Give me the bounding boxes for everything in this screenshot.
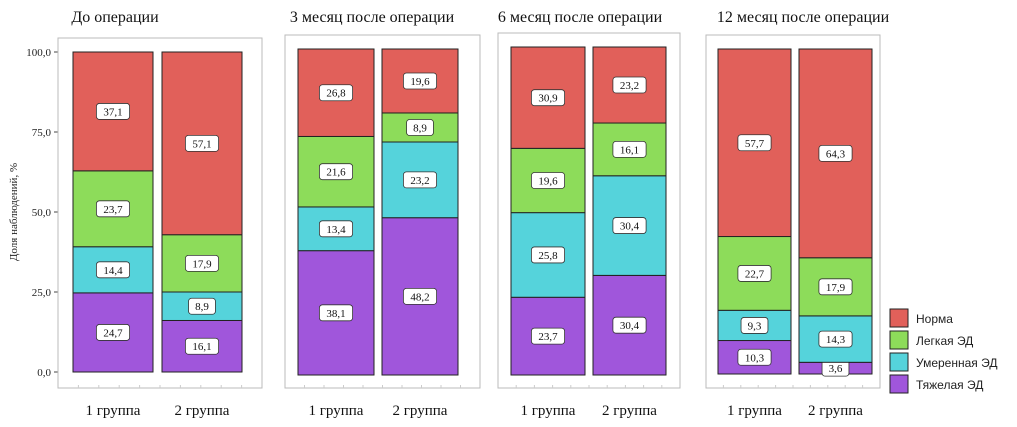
data-label: 37,1 xyxy=(103,106,122,118)
category-label: 1 группа xyxy=(521,403,576,419)
data-label: 16,1 xyxy=(620,144,639,156)
data-label-box xyxy=(184,134,219,152)
data-label: 14,4 xyxy=(103,265,123,277)
data-label-box xyxy=(612,140,647,158)
data-label: 17,9 xyxy=(192,258,212,270)
data-label: 8,9 xyxy=(195,301,209,313)
data-label: 57,7 xyxy=(745,138,765,150)
data-label: 16,1 xyxy=(192,341,211,353)
data-label: 13,4 xyxy=(326,224,346,236)
data-label-box xyxy=(96,324,131,341)
data-label-box xyxy=(737,265,772,282)
category-label: 2 группа xyxy=(393,403,448,419)
data-label: 23,7 xyxy=(538,331,558,343)
data-label: 30,4 xyxy=(620,221,640,233)
data-label: 17,9 xyxy=(826,282,846,294)
data-label-box xyxy=(402,287,437,305)
data-label: 23,2 xyxy=(410,175,429,187)
data-label-box xyxy=(96,103,131,120)
data-label: 23,2 xyxy=(620,80,639,92)
y-tick-label: 100,0 xyxy=(26,47,51,59)
y-tick-label: 50,0 xyxy=(32,207,52,219)
data-label-box xyxy=(318,220,353,238)
data-label-box xyxy=(740,317,769,334)
legend-label: Умеренная ЭД xyxy=(916,356,997,370)
legend-label: Легкая ЭД xyxy=(916,334,973,348)
legend-swatch xyxy=(889,352,909,372)
data-label: 10,3 xyxy=(745,352,765,364)
y-tick-label: 0,0 xyxy=(37,367,51,379)
data-label: 14,3 xyxy=(826,334,846,346)
category-label: 1 группа xyxy=(309,403,364,419)
data-label-box xyxy=(96,200,131,218)
panel-title: До операции xyxy=(71,9,159,26)
data-label: 64,3 xyxy=(826,148,846,160)
data-label: 25,8 xyxy=(538,250,558,262)
data-label-box xyxy=(612,76,647,94)
data-label-box xyxy=(318,163,353,181)
bar-segment xyxy=(798,257,873,317)
legend-label: Тяжелая ЭД xyxy=(916,378,983,392)
category-label: 2 группа xyxy=(602,403,657,419)
panel-title: 12 месяц после операции xyxy=(717,9,890,26)
y-tick-label: 75,0 xyxy=(32,127,52,139)
category-label: 2 группа xyxy=(808,403,863,419)
data-label-box xyxy=(318,84,353,102)
data-label-box xyxy=(406,119,434,136)
data-label-box xyxy=(402,171,437,189)
data-label: 19,6 xyxy=(538,175,558,187)
data-label-box xyxy=(531,246,566,264)
category-label: 2 группа xyxy=(175,403,230,419)
legend-swatch xyxy=(889,330,909,350)
data-label-box xyxy=(612,316,647,334)
category-label: 1 группа xyxy=(86,403,141,419)
data-label-box xyxy=(818,330,853,348)
y-axis-label: Доля наблюдений, % xyxy=(8,163,20,261)
data-label-box xyxy=(737,348,772,366)
data-label: 19,6 xyxy=(410,76,430,88)
data-label-box xyxy=(818,278,853,296)
data-label: 30,9 xyxy=(538,93,558,105)
legend-swatch xyxy=(889,374,909,394)
data-label-box xyxy=(184,337,219,355)
data-label: 3,6 xyxy=(829,363,843,375)
data-label-box xyxy=(737,134,772,152)
data-label: 30,4 xyxy=(620,320,640,332)
panel-title: 6 месяц после операции xyxy=(498,9,663,26)
panel-title: 3 месяц после операции xyxy=(290,9,455,26)
data-label: 26,8 xyxy=(326,88,346,100)
data-label-box xyxy=(188,297,216,315)
data-label-box xyxy=(318,304,353,322)
data-label-box xyxy=(402,72,437,90)
data-label-box xyxy=(531,89,566,107)
data-label-box xyxy=(612,217,647,234)
data-label-box xyxy=(531,172,566,189)
data-label: 38,1 xyxy=(326,308,345,320)
data-label: 57,1 xyxy=(192,138,211,150)
data-label: 8,9 xyxy=(413,122,427,134)
data-label: 9,3 xyxy=(748,320,762,332)
data-label: 23,7 xyxy=(103,204,123,216)
legend-label: Норма xyxy=(916,312,953,326)
category-label: 1 группа xyxy=(727,403,782,419)
y-tick-label: 25,0 xyxy=(32,287,52,299)
data-label: 21,6 xyxy=(326,167,346,179)
data-label: 22,7 xyxy=(745,268,765,280)
data-label-box xyxy=(184,254,219,272)
data-label-box xyxy=(818,144,853,162)
data-label-box xyxy=(96,261,131,279)
data-label-box xyxy=(531,327,566,345)
legend-swatch xyxy=(889,308,909,328)
data-label: 48,2 xyxy=(410,291,429,303)
data-label: 24,7 xyxy=(103,327,123,339)
